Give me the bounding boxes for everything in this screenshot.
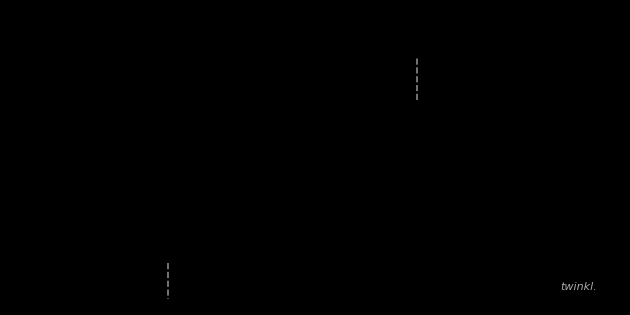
- Text: Ridge: Ridge: [350, 153, 390, 168]
- Text: Trough: Trough: [129, 141, 176, 155]
- Text: Axis: Axis: [424, 41, 450, 54]
- Text: Westerly Winds,
Northern Hemisphere: Westerly Winds, Northern Hemisphere: [79, 31, 207, 59]
- Text: twinkl.: twinkl.: [561, 282, 597, 292]
- Text: Axis: Axis: [173, 304, 199, 315]
- Text: Convergence: Convergence: [67, 251, 144, 264]
- Text: Divergence: Divergence: [230, 223, 297, 236]
